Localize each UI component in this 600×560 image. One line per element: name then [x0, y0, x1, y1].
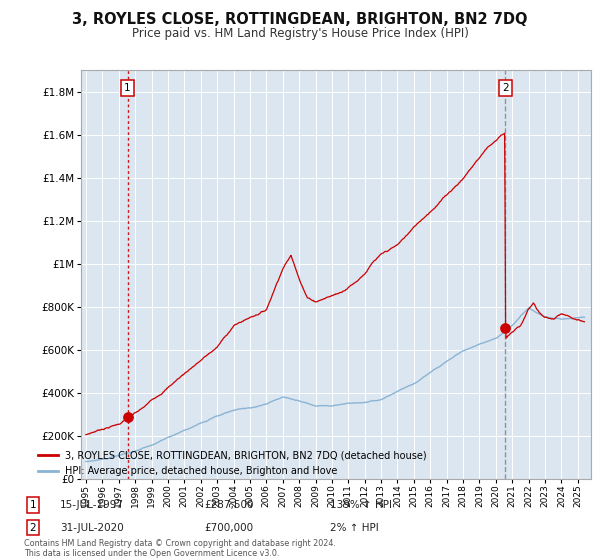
Point — [123, 413, 133, 422]
Text: 2: 2 — [29, 522, 37, 533]
Text: 15-JUL-1997: 15-JUL-1997 — [60, 500, 124, 510]
Text: Contains HM Land Registry data © Crown copyright and database right 2024.
This d: Contains HM Land Registry data © Crown c… — [24, 539, 336, 558]
Text: 1: 1 — [29, 500, 37, 510]
Text: 31-JUL-2020: 31-JUL-2020 — [60, 522, 124, 533]
Text: 3, ROYLES CLOSE, ROTTINGDEAN, BRIGHTON, BN2 7DQ: 3, ROYLES CLOSE, ROTTINGDEAN, BRIGHTON, … — [72, 12, 528, 27]
Text: £287,500: £287,500 — [204, 500, 254, 510]
Text: 2% ↑ HPI: 2% ↑ HPI — [330, 522, 379, 533]
Legend: 3, ROYLES CLOSE, ROTTINGDEAN, BRIGHTON, BN2 7DQ (detached house), HPI: Average p: 3, ROYLES CLOSE, ROTTINGDEAN, BRIGHTON, … — [34, 446, 431, 480]
Text: 1: 1 — [124, 83, 131, 94]
Text: Price paid vs. HM Land Registry's House Price Index (HPI): Price paid vs. HM Land Registry's House … — [131, 27, 469, 40]
Text: £700,000: £700,000 — [204, 522, 253, 533]
Point — [500, 324, 510, 333]
Text: 139% ↑ HPI: 139% ↑ HPI — [330, 500, 392, 510]
Text: 2: 2 — [502, 83, 509, 94]
